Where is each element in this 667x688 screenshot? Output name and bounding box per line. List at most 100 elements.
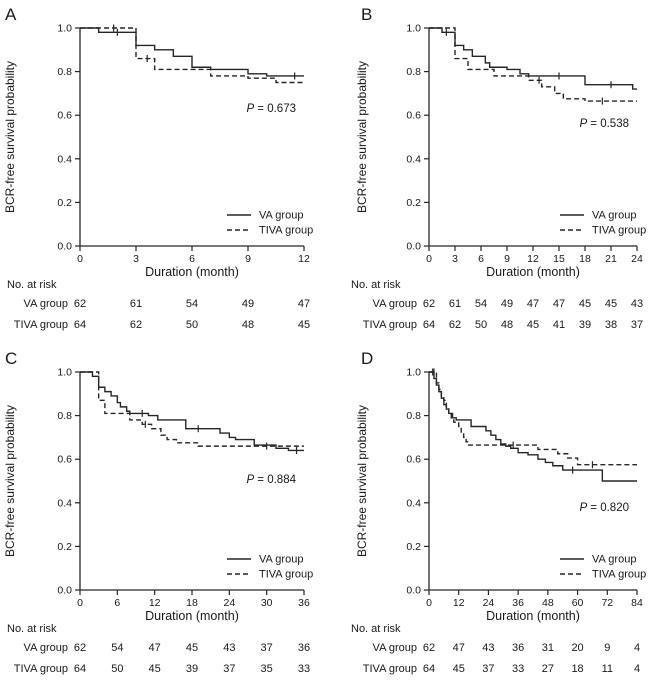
x-tick-label: 15 <box>553 253 565 265</box>
curve-tiva <box>429 371 637 466</box>
x-tick-label: 72 <box>601 597 613 609</box>
y-axis-label: BCR-free survival probability <box>3 405 17 557</box>
panel-letter: B <box>361 5 372 24</box>
risk-count: 9 <box>604 642 610 654</box>
x-axis-label: Duration (month) <box>145 265 239 279</box>
p-value: P = 0.820 <box>579 502 629 514</box>
risk-count: 64 <box>74 663 86 675</box>
risk-count: 45 <box>453 663 465 675</box>
x-tick-label: 12 <box>149 597 161 609</box>
risk-row-label: VA group <box>373 298 417 310</box>
y-tick-label: 0.4 <box>406 153 421 165</box>
y-tick-label: 0.0 <box>406 241 421 253</box>
x-tick-label: 6 <box>189 253 195 265</box>
risk-count: 43 <box>631 298 643 310</box>
x-tick-label: 9 <box>504 253 510 265</box>
risk-count: 31 <box>542 642 554 654</box>
curve-va <box>80 27 304 77</box>
risk-count: 36 <box>298 642 310 654</box>
risk-count: 49 <box>242 298 254 310</box>
x-tick-label: 18 <box>186 597 198 609</box>
risk-count: 48 <box>242 319 254 331</box>
risk-count: 38 <box>605 319 617 331</box>
legend-label-va: VA group <box>259 210 303 222</box>
risk-count: 50 <box>111 663 123 675</box>
risk-count: 43 <box>223 642 235 654</box>
risk-count: 39 <box>186 663 198 675</box>
risk-row-label: TIVA group <box>14 319 68 331</box>
risk-count: 47 <box>149 642 161 654</box>
x-tick-label: 36 <box>298 597 310 609</box>
panel-A: A 0.0 0.2 0.4 0.6 0.8 1.0 0 3 6 9 12 Duration (month… <box>0 0 333 344</box>
risk-count: 62 <box>449 319 461 331</box>
x-tick-label: 6 <box>478 253 484 265</box>
risk-table-header: No. at risk <box>7 279 57 291</box>
risk-count: 64 <box>423 663 435 675</box>
x-tick-label: 0 <box>77 253 83 265</box>
risk-table-header: No. at risk <box>351 279 401 291</box>
p-value: P = 0.673 <box>246 103 296 115</box>
legend-label-tiva: TIVA group <box>592 225 646 237</box>
risk-count: 50 <box>186 319 198 331</box>
risk-row-label: TIVA group <box>14 663 68 675</box>
x-tick-label: 12 <box>298 253 310 265</box>
risk-count: 47 <box>298 298 310 310</box>
y-tick-label: 1.0 <box>406 23 421 35</box>
y-tick-label: 0.2 <box>57 197 72 209</box>
km-chart-D: D 0.0 0.2 0.4 0.6 0.8 1.0 0 12 24 36 48 60 72 84 Durati… <box>351 349 646 675</box>
risk-count: 37 <box>261 642 273 654</box>
y-tick-label: 0.8 <box>57 410 72 422</box>
legend-label-va: VA group <box>592 554 636 566</box>
risk-count: 43 <box>482 642 494 654</box>
x-tick-label: 24 <box>631 253 643 265</box>
risk-count: 45 <box>298 319 310 331</box>
x-tick-label: 24 <box>483 597 495 609</box>
km-chart-C: C 0.0 0.2 0.4 0.6 0.8 1.0 0 6 12 18 24 30 36 Duration … <box>3 349 313 675</box>
risk-count: 62 <box>423 298 435 310</box>
x-tick-label: 6 <box>114 597 120 609</box>
risk-count: 50 <box>475 319 487 331</box>
risk-count: 61 <box>449 298 461 310</box>
y-tick-label: 0.8 <box>406 410 421 422</box>
p-value: P = 0.538 <box>579 118 629 130</box>
km-chart-B: B 0.0 0.2 0.4 0.6 0.8 1.0 0 3 6 9 12 15 18 21 24 Duratio… <box>351 5 646 331</box>
risk-count: 33 <box>512 663 524 675</box>
x-tick-label: 9 <box>245 253 251 265</box>
x-tick-label: 0 <box>77 597 83 609</box>
curve-tiva <box>80 27 304 84</box>
curve-tiva <box>429 27 637 102</box>
x-tick-label: 0 <box>426 597 432 609</box>
x-axis-label: Duration (month) <box>486 265 580 279</box>
risk-row-label: VA group <box>24 298 68 310</box>
risk-count: 62 <box>130 319 142 331</box>
x-axis-label: Duration (month) <box>145 609 239 623</box>
x-tick-label: 24 <box>223 597 235 609</box>
y-tick-label: 1.0 <box>406 367 421 379</box>
y-tick-label: 0.4 <box>57 153 72 165</box>
risk-count: 48 <box>501 319 513 331</box>
y-tick-label: 0.2 <box>57 541 72 553</box>
risk-count: 39 <box>579 319 591 331</box>
risk-count: 20 <box>571 642 583 654</box>
y-tick-label: 0.2 <box>406 541 421 553</box>
panel-D: D 0.0 0.2 0.4 0.6 0.8 1.0 0 12 24 36 48 60 72 84 Durati… <box>333 344 667 688</box>
x-tick-label: 36 <box>512 597 524 609</box>
x-tick-label: 21 <box>605 253 617 265</box>
risk-count: 45 <box>605 298 617 310</box>
risk-count: 64 <box>423 319 435 331</box>
y-tick-label: 0.6 <box>57 110 72 122</box>
panel-B: B 0.0 0.2 0.4 0.6 0.8 1.0 0 3 6 9 12 15 18 21 24 Duratio… <box>333 0 667 344</box>
curve-va <box>429 371 637 482</box>
x-tick-label: 18 <box>579 253 591 265</box>
y-axis-label: BCR-free survival probability <box>355 405 369 557</box>
risk-count: 4 <box>634 642 640 654</box>
x-tick-label: 12 <box>527 253 539 265</box>
risk-table-header: No. at risk <box>351 623 401 635</box>
x-tick-label: 48 <box>542 597 554 609</box>
panel-letter: C <box>5 349 17 368</box>
risk-count: 36 <box>512 642 524 654</box>
y-tick-label: 0.8 <box>406 66 421 78</box>
risk-count: 61 <box>130 298 142 310</box>
risk-count: 45 <box>527 319 539 331</box>
